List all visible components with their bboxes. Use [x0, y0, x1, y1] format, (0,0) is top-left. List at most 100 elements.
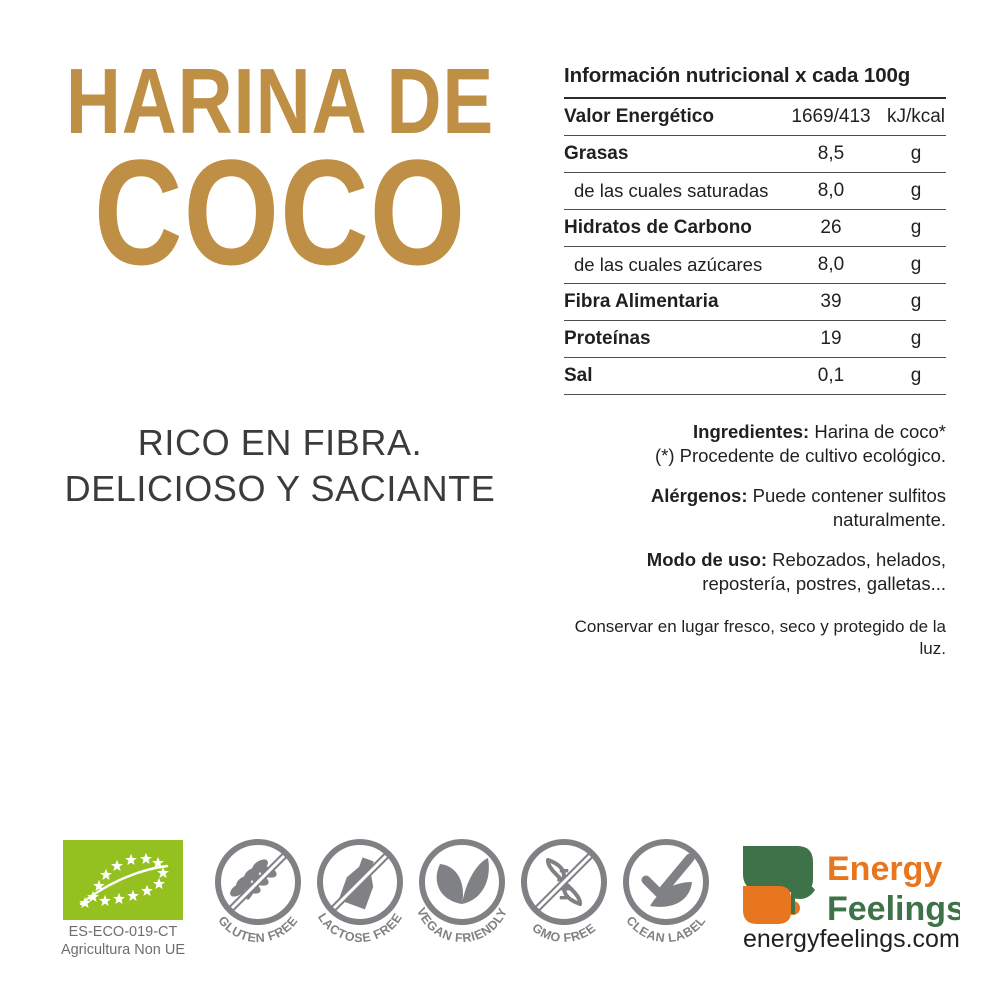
product-title-line-2: COCO: [93, 127, 467, 296]
brand-logo: Energy Feelings energyfeelings.com: [735, 840, 965, 953]
eu-star: [127, 889, 139, 902]
nutrition-panel: Información nutricional x cada 100g Valo…: [564, 64, 946, 395]
product-title: HARINA DE COCO: [0, 49, 560, 296]
nutrition-row: de las cuales azúcares 8,0 g: [564, 246, 946, 284]
eu-star: [113, 892, 125, 905]
allergens-label: Alérgenos:: [650, 485, 748, 507]
ingredients-text: Harina de coco*: [809, 421, 946, 442]
badge-ring: [623, 839, 709, 925]
certification-badge: VEGAN FRIENDLY: [410, 832, 514, 950]
nutrition-row-label: Hidratos de Carbono: [564, 217, 752, 238]
eu-star: [79, 896, 91, 909]
nutrition-row-unit: kJ/kcal: [886, 106, 946, 127]
ingredients-note: (*) Procedente de cultivo ecológico.: [654, 445, 946, 467]
badge-ring: [521, 839, 607, 925]
eu-organic-origin: Agricultura Non UE: [60, 941, 186, 958]
eu-star: [100, 868, 112, 881]
usage-text: Rebozados, helados, repostería, postres,…: [702, 549, 946, 595]
nutrition-row-value: 8,5: [817, 143, 845, 164]
brand-name-feelings: Feelings: [827, 890, 960, 928]
slash-highlight: [536, 854, 592, 910]
nutrition-row-unit: g: [910, 217, 922, 238]
badge-label: LACTOSE FREE: [315, 911, 405, 945]
badge-ring: [215, 839, 301, 925]
nutrition-row-label: de las cuales saturadas: [574, 180, 769, 201]
nutrition-table-body: Valor Energético 1669/413 kJ/kcal Grasas 8,5…: [564, 98, 946, 395]
product-tagline: RICO EN FIBRA. DELICIOSO Y SACIANTE: [0, 420, 560, 512]
allergens-text: Puede contener sulfitos naturalmente.: [747, 485, 946, 531]
nutrition-row-label: Fibra Alimentaria: [564, 291, 719, 312]
eu-organic-caption: ES-ECO-019-CT Agricultura Non UE: [48, 924, 198, 960]
badge-ring: [317, 839, 403, 925]
slash-highlight: [332, 854, 388, 910]
badge-glyph: [641, 853, 695, 907]
nutrition-row-label: Valor Energético: [564, 106, 714, 127]
eu-star: [125, 853, 137, 866]
brand-website: energyfeelings.com: [743, 925, 960, 952]
badge-ring: [419, 839, 505, 925]
milk-bottle-crossed-icon: LACTOSE FREE: [315, 839, 405, 945]
usage-label: Modo de uso:: [646, 549, 768, 571]
eu-star: [93, 879, 105, 892]
certification-badges: GLUTEN FREE LACTOSE FREE VEGAN FRIENDLY GMO…: [206, 832, 716, 952]
nutrition-row: Grasas 8,5 g: [564, 135, 946, 173]
product-info: Ingredientes: Harina de coco* (*) Proced…: [560, 420, 946, 660]
certification-badge: CLEAN LABEL: [614, 832, 718, 950]
nutrition-row-value: 19: [820, 328, 842, 349]
badge-glyph: [230, 859, 277, 900]
nutrition-row: Hidratos de Carbono 26 g: [564, 209, 946, 247]
eu-organic-leaf-icon: [63, 840, 183, 920]
badge-label: GLUTEN FREE: [215, 914, 300, 946]
nutrition-row-unit: g: [910, 143, 922, 164]
brand-logo-svg: Energy Feelings energyfeelings.com: [743, 846, 965, 953]
certification-badge: LACTOSE FREE: [308, 832, 412, 950]
eu-star: [152, 856, 164, 869]
leaves-icon: VEGAN FRIENDLY: [414, 839, 510, 945]
nutrition-row-value: 1669/413: [791, 106, 871, 127]
nutrition-row-unit: g: [910, 291, 922, 312]
ingredients-paragraph: Ingredientes: Harina de coco* (*) Proced…: [560, 420, 946, 468]
nutrition-row-unit: g: [910, 180, 922, 201]
nutrition-row-unit: g: [910, 254, 922, 275]
nutrition-table: Valor Energético 1669/413 kJ/kcal Grasas 8,5…: [564, 97, 946, 395]
nutrition-row: Proteínas 19 g: [564, 320, 946, 358]
eu-star: [111, 859, 123, 872]
eu-star: [99, 894, 111, 907]
allergens-paragraph: Alérgenos: Puede contener sulfitos natur…: [560, 484, 946, 532]
eu-organic-code: ES-ECO-019-CT: [68, 924, 178, 940]
eu-star: [153, 877, 165, 890]
badge-label: VEGAN FRIENDLY: [414, 905, 510, 945]
usage-paragraph: Modo de uso: Rebozados, helados, reposte…: [560, 548, 946, 596]
nutrition-row-value: 26: [820, 217, 842, 238]
nutrition-row: Sal 0,1 g: [564, 357, 946, 395]
certification-footer: ES-ECO-019-CT Agricultura Non UE GLUTEN …: [0, 832, 1000, 962]
tagline-line-1: RICO EN FIBRA.: [137, 422, 423, 463]
brand-name-energy: Energy: [827, 850, 942, 888]
nutrition-table-title: Información nutricional x cada 100g: [564, 64, 911, 87]
product-title-line-1: HARINA DE: [65, 49, 495, 153]
eu-star: [140, 852, 152, 865]
nutrition-row-value: 39: [820, 291, 842, 312]
tagline-line-2: DELICIOSO Y SACIANTE: [64, 468, 496, 510]
storage-instructions: Conservar en lugar fresco, seco y proteg…: [574, 617, 946, 659]
ingredients-label: Ingredientes:: [693, 421, 810, 442]
certification-badge: GLUTEN FREE: [206, 832, 310, 950]
nutrition-row-unit: g: [910, 328, 922, 349]
nutrition-row: de las cuales saturadas 8,0 g: [564, 172, 946, 210]
dna-crossed-icon: GMO FREE: [521, 839, 607, 945]
certification-badge: GMO FREE: [512, 832, 616, 950]
wheat-crossed-icon: GLUTEN FREE: [215, 839, 301, 946]
badge-glyph: [436, 858, 489, 904]
nutrition-row-label: de las cuales azúcares: [574, 254, 763, 275]
nutrition-row: Fibra Alimentaria 39 g: [564, 283, 946, 321]
nutrition-row: Valor Energético 1669/413 kJ/kcal: [564, 98, 946, 136]
check-leaf-icon: CLEAN LABEL: [623, 839, 709, 945]
nutrition-row-label: Grasas: [564, 143, 629, 164]
nutrition-row-label: Proteínas: [564, 328, 651, 349]
eu-star: [141, 884, 153, 897]
eu-organic-certification: ES-ECO-019-CT Agricultura Non UE: [48, 840, 198, 960]
nutrition-row-value: 0,1: [817, 365, 845, 386]
slash-highlight: [230, 854, 286, 910]
nutrition-row-value: 8,0: [817, 180, 845, 201]
eu-star: [157, 866, 169, 879]
